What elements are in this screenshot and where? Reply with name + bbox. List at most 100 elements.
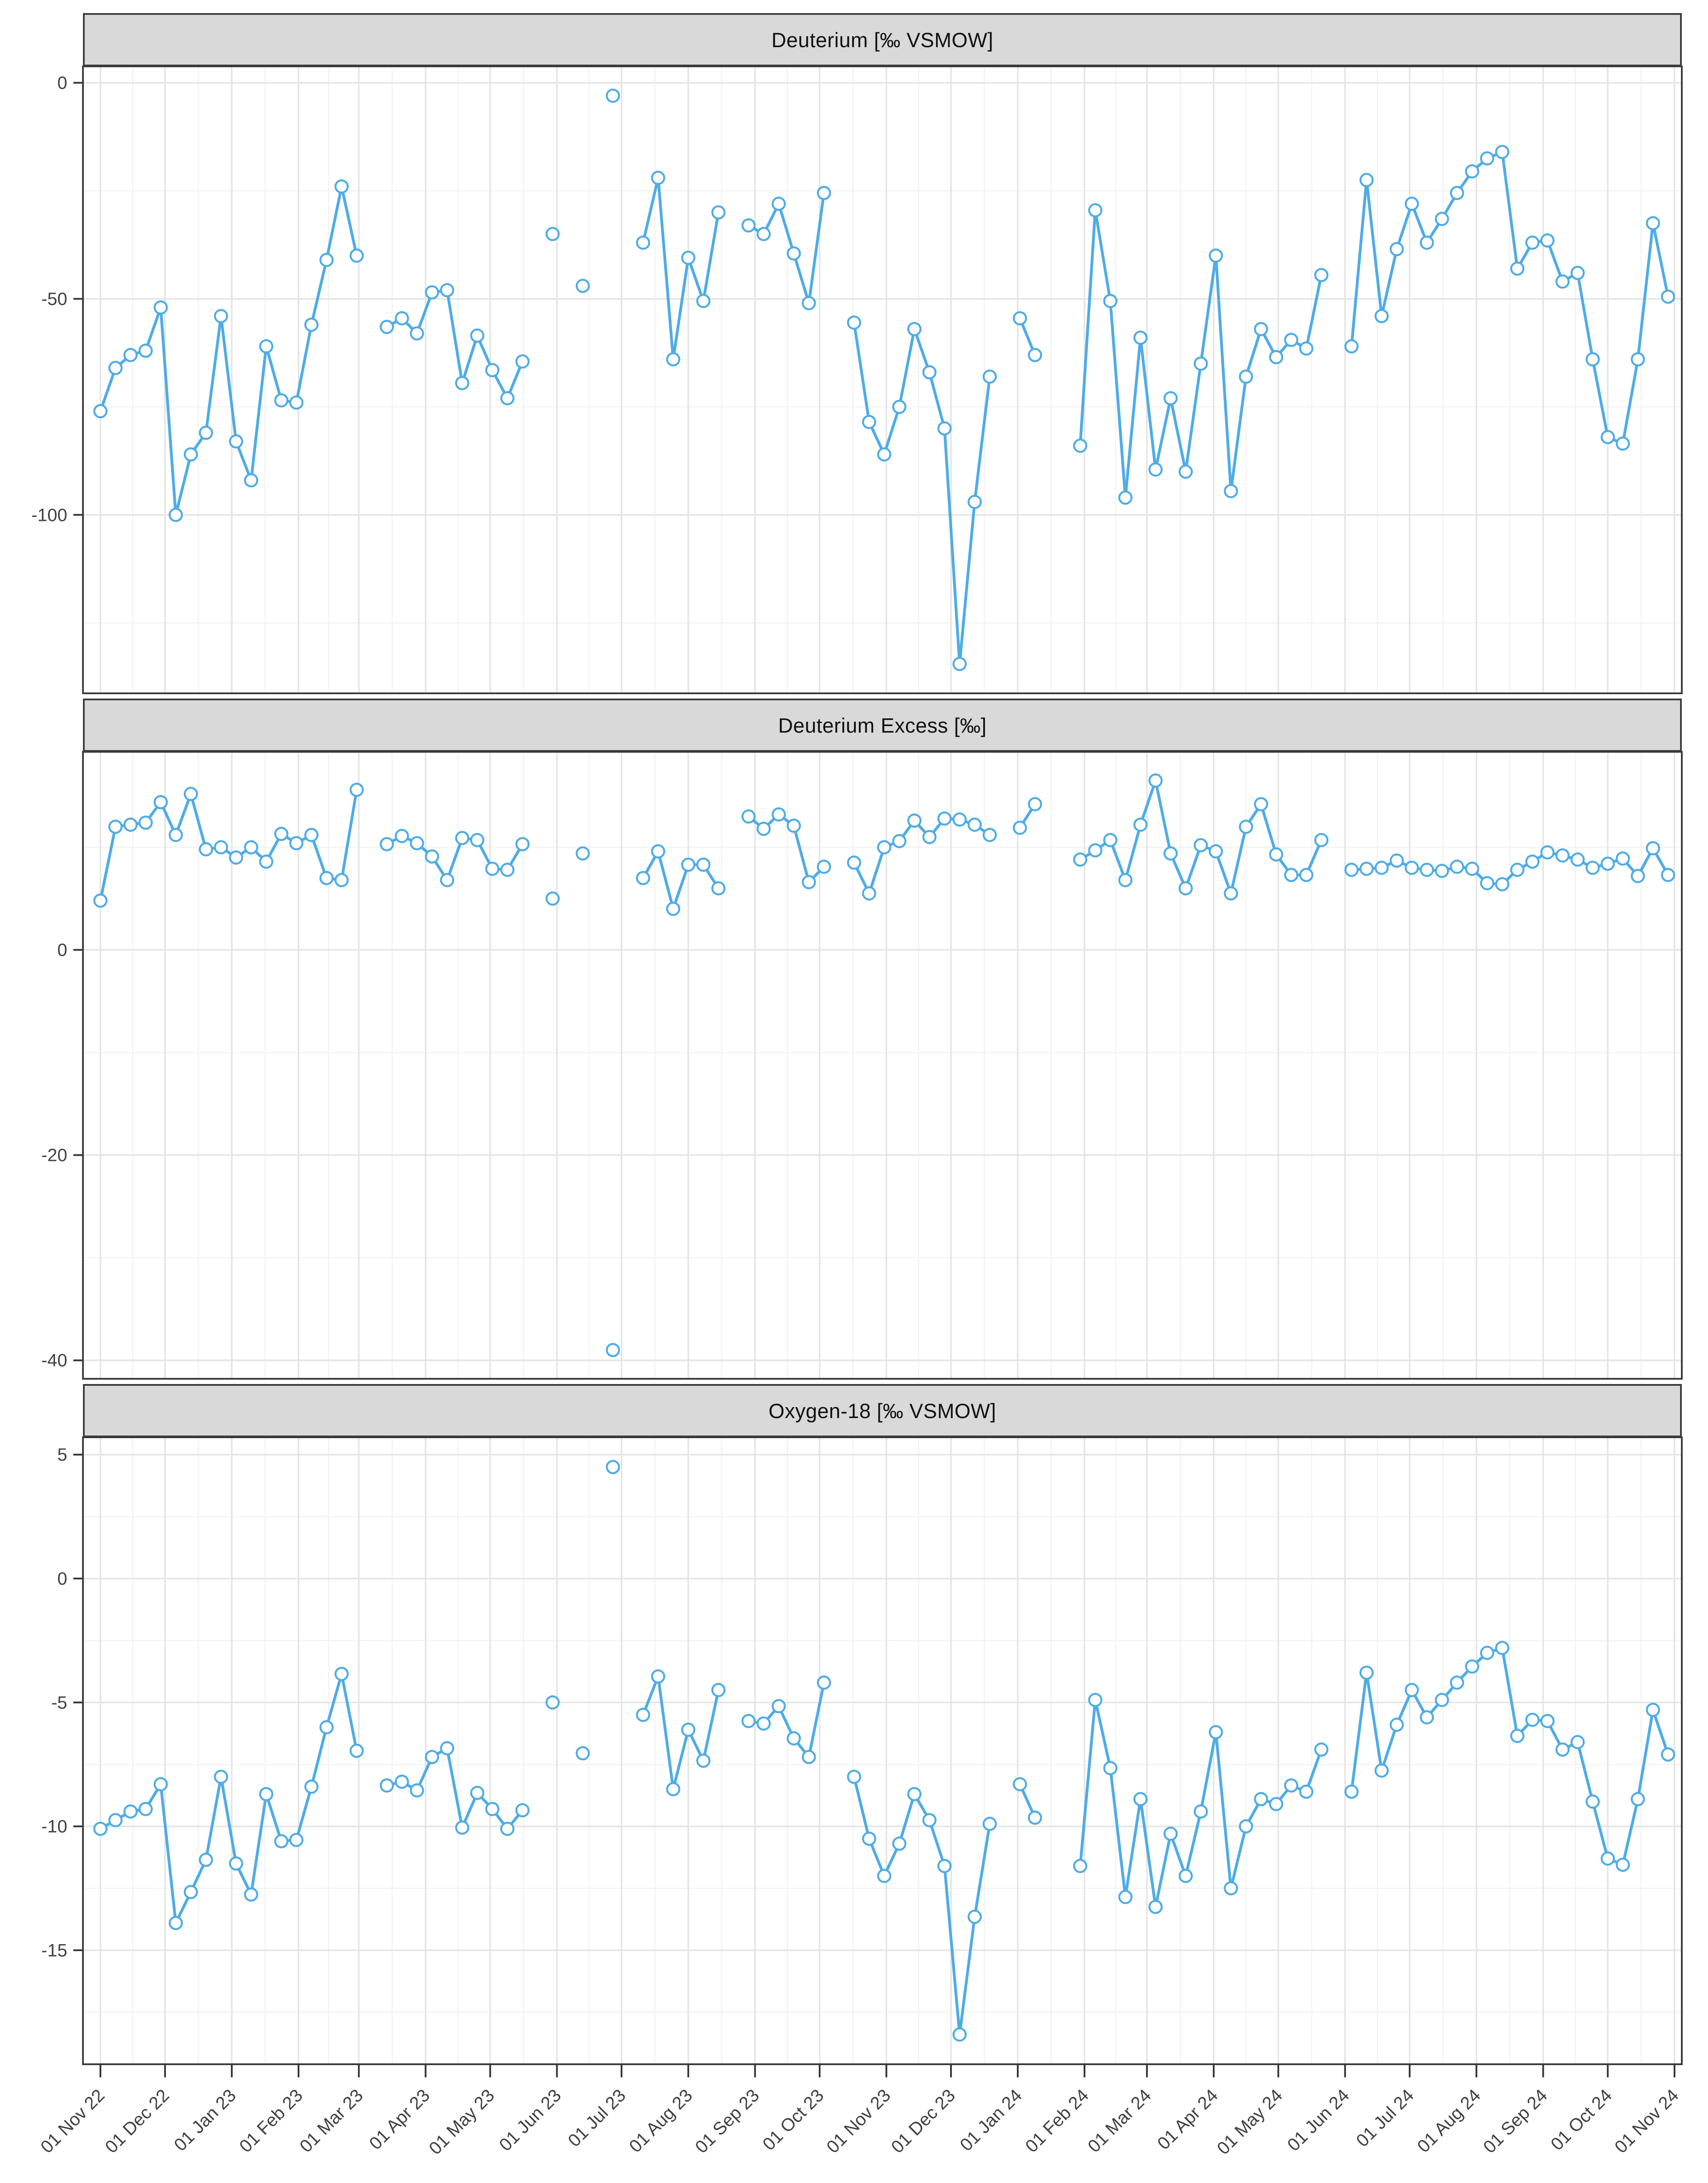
- data-point: [1073, 438, 1088, 453]
- data-point: [138, 1802, 153, 1816]
- data-point: [1555, 848, 1570, 863]
- data-point: [1163, 1826, 1178, 1841]
- data-point: [1344, 1784, 1359, 1799]
- data-point: [937, 1859, 952, 1873]
- data-point: [274, 393, 289, 408]
- data-point: [636, 871, 651, 885]
- data-point: [259, 1787, 274, 1801]
- data-point: [1209, 1725, 1223, 1739]
- data-point: [907, 1787, 922, 1801]
- data-point: [1646, 1703, 1660, 1717]
- data-point: [1254, 322, 1268, 336]
- data-point: [123, 817, 138, 832]
- data-point: [93, 404, 108, 419]
- data-point: [349, 782, 364, 797]
- data-point: [1284, 333, 1298, 347]
- data-point: [892, 399, 907, 414]
- data-point: [1344, 863, 1359, 877]
- data-point: [741, 218, 756, 233]
- data-point: [1254, 1792, 1268, 1806]
- data-point: [153, 1777, 168, 1791]
- data-point: [470, 833, 485, 847]
- data-point: [455, 1820, 469, 1835]
- panel-strip-deuterium: Deuterium [‰ VSMOW]: [83, 13, 1682, 66]
- data-point: [1178, 1869, 1193, 1883]
- y-tick-label: -20: [41, 1145, 67, 1165]
- data-point: [1585, 352, 1600, 367]
- data-point: [108, 1813, 123, 1828]
- x-tick-label: 01 May 24: [1213, 2085, 1286, 2159]
- series-line: [385, 1747, 524, 1831]
- data-point: [1224, 484, 1238, 499]
- y-tick-label: 0: [57, 940, 67, 960]
- data-point: [862, 886, 876, 901]
- data-point: [1374, 309, 1389, 324]
- data-point: [455, 831, 469, 845]
- data-point: [816, 859, 831, 874]
- data-point: [244, 1887, 258, 1902]
- data-point: [153, 300, 168, 315]
- x-tick-label: 01 May 23: [425, 2085, 498, 2159]
- data-point: [425, 1749, 439, 1764]
- data-point: [500, 391, 515, 406]
- y-tick-label: -100: [31, 505, 67, 525]
- data-point: [1570, 852, 1585, 867]
- data-point: [1495, 145, 1509, 159]
- data-point: [741, 1714, 756, 1728]
- y-tick-label: -10: [41, 1816, 67, 1836]
- data-point: [1133, 331, 1148, 345]
- data-point: [1435, 864, 1449, 878]
- data-point: [1419, 235, 1434, 250]
- x-tick-label: 01 Sep 23: [691, 2085, 763, 2157]
- data-point: [816, 1675, 831, 1690]
- data-point: [229, 1856, 243, 1871]
- data-point: [1239, 369, 1253, 384]
- data-point: [1525, 854, 1540, 869]
- data-point: [952, 657, 967, 671]
- data-point: [1133, 817, 1148, 832]
- data-point: [425, 849, 439, 864]
- data-point: [1314, 268, 1329, 282]
- data-point: [1585, 861, 1600, 875]
- data-point: [229, 850, 243, 865]
- data-point: [1405, 1683, 1419, 1698]
- data-point: [1314, 1742, 1329, 1757]
- data-point: [319, 1720, 334, 1735]
- data-point: [756, 822, 771, 836]
- data-point: [1631, 869, 1645, 883]
- data-point: [108, 819, 123, 834]
- data-point: [1028, 1810, 1042, 1825]
- data-point: [1450, 859, 1464, 874]
- data-point: [575, 1746, 590, 1760]
- x-tick-label: 01 Feb 24: [1021, 2085, 1092, 2156]
- data-point: [847, 1770, 861, 1784]
- data-point: [756, 1716, 771, 1731]
- data-point: [1374, 1763, 1389, 1778]
- data-point: [1012, 311, 1027, 326]
- data-point: [1088, 843, 1102, 857]
- data-point: [1194, 1804, 1208, 1819]
- x-tick-label: 01 Jun 23: [495, 2085, 565, 2155]
- x-tick-label: 01 Apr 23: [365, 2085, 434, 2154]
- data-point: [1359, 861, 1374, 876]
- data-point: [606, 89, 620, 103]
- data-point: [470, 328, 485, 343]
- data-point: [1344, 339, 1359, 354]
- data-point: [1103, 1761, 1118, 1775]
- x-tick-label: 01 Jan 23: [170, 2085, 240, 2155]
- data-point: [1359, 173, 1374, 187]
- data-point: [802, 1749, 816, 1764]
- data-point: [1510, 863, 1525, 877]
- data-point: [1631, 1792, 1645, 1806]
- data-point: [1661, 868, 1675, 882]
- series-line: [385, 289, 524, 400]
- data-point: [1028, 797, 1042, 812]
- data-point: [1269, 1797, 1284, 1811]
- data-point: [1419, 1710, 1434, 1725]
- data-point: [1194, 356, 1208, 371]
- x-tick-label: 01 Aug 23: [625, 2085, 696, 2156]
- x-tick-label: 01 Jul 24: [1352, 2085, 1418, 2151]
- data-point: [138, 343, 153, 358]
- data-point: [1585, 1794, 1600, 1809]
- x-tick-label: 01 Aug 24: [1413, 2085, 1484, 2156]
